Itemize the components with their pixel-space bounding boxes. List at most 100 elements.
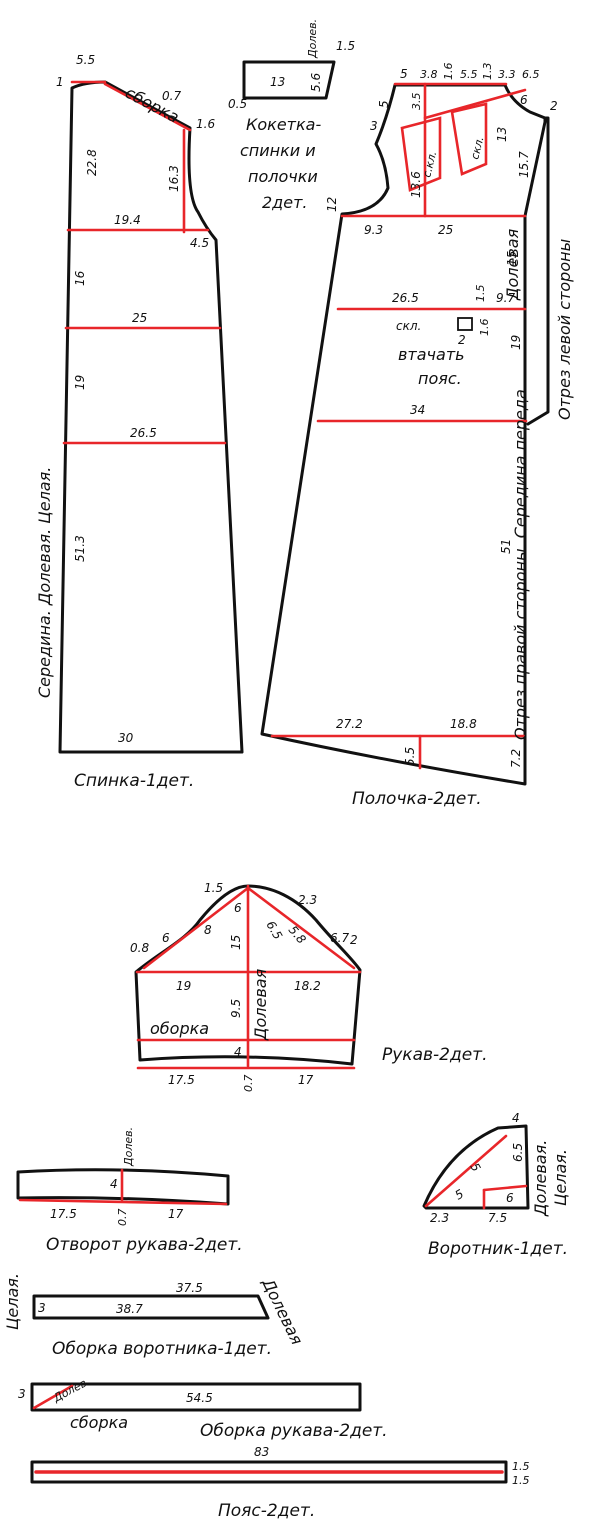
back-piece: 1 5.5 0.7 сборка 1.6 22.8 16.3 19.4 4.5 … [35, 53, 244, 754]
front-d-136: 13.6 [409, 171, 423, 198]
front-piece: 5 3.8 1.6 5.5 1.3 3.3 6.5 5 3 3.5 с.кл. … [260, 63, 574, 786]
front-pocket-note-2: пояс. [418, 369, 462, 388]
sleeve-hem-07: 0.7 [242, 1075, 255, 1093]
front-hem-72: 7.2 [509, 749, 523, 768]
cuff-outline [16, 1168, 230, 1206]
cuff-piece: Долев. 4 17.5 0.7 17 [16, 1127, 230, 1226]
cuff-bottom-red [18, 1198, 228, 1206]
sleeve-frill-length: 54.5 [186, 1391, 213, 1405]
sleeve-seg-95: 9.5 [229, 999, 243, 1018]
collar-diag [424, 1134, 508, 1208]
collar-frill-piece: Целая. 3 37.5 38.7 Долевая [3, 1273, 307, 1348]
front-seg-15: 15 [505, 251, 519, 266]
sleeve-top-15: 1.5 [204, 881, 223, 895]
front-d-6: 6 [520, 93, 528, 107]
front-shoulder-red [423, 88, 527, 120]
belt-outline [30, 1460, 508, 1484]
front-d-35: 3.5 [410, 93, 423, 111]
front-dart-2 [450, 102, 488, 176]
belt-piece: 83 1.5 1.5 [30, 1445, 530, 1487]
collar-caption: Воротник-1дет. [428, 1239, 568, 1259]
front-dart-2-label: скл. [468, 135, 486, 161]
front-pocket-16: 1.6 [478, 319, 491, 337]
front-shoulder-3: 3 [370, 119, 378, 133]
sleeve-right-diag [246, 886, 356, 970]
front-chest-93: 9.3 [364, 223, 383, 237]
back-waist: 25 [132, 311, 147, 325]
back-outline [58, 80, 244, 754]
front-chest-25: 25 [438, 223, 453, 237]
front-d-97: 9.7 [496, 291, 515, 305]
front-d-55: 5.5 [460, 68, 478, 81]
back-yoke-depth: 22.8 [85, 149, 99, 176]
front-right-cut: Отрез правой стороны. Середина переда [511, 389, 530, 740]
front-grain: Долевая [503, 228, 522, 301]
cuff-grain: Долев. [122, 1127, 135, 1167]
sleeve-seg-65: 6.5 [263, 919, 285, 943]
sleeve-seg-4: 4 [234, 1045, 242, 1059]
collar-frill-caption: Оборка воротника-1дет. [52, 1339, 272, 1359]
collar-frill-outline [32, 1294, 270, 1320]
front-hip-34: 34 [410, 403, 425, 417]
sleeve-seg-6a: 6 [234, 901, 242, 915]
front-d-157: 15.7 [517, 151, 531, 178]
collar-bottom-75: 7.5 [488, 1211, 507, 1225]
front-pocket-mark [457, 317, 473, 331]
front-hem-272: 27.2 [336, 717, 363, 731]
front-d-15: 1.5 [474, 285, 487, 303]
yoke-piece: Долев. 1.5 0.5 13 5.6 Кокетка- спинки и … [228, 19, 355, 212]
front-caption: Полочка-2дет. [352, 789, 482, 809]
back-hip: 26.5 [130, 426, 157, 440]
yoke-top: 1.5 [336, 39, 355, 53]
front-d-13b: 13 [495, 127, 509, 142]
sleeve-frill-gather: сборка [70, 1413, 128, 1432]
yoke-length: 13 [270, 75, 285, 89]
back-seg-19: 19 [73, 375, 87, 390]
collar-bottom-23: 2.3 [430, 1211, 449, 1225]
front-outline [260, 83, 547, 786]
collar-frill-left-label: Целая. [3, 1273, 22, 1330]
collar-side: 6.5 [511, 1143, 525, 1162]
sleeve-caption: Рукав-2дет. [382, 1045, 488, 1065]
yoke-title-line-4: 2дет. [262, 193, 308, 212]
sleeve-grain: Долевая [251, 968, 270, 1041]
front-shoulder-5: 5 [377, 100, 391, 108]
front-hem-188: 18.8 [450, 717, 477, 731]
front-dart-1-label: с.кл. [420, 150, 439, 179]
collar-grain-2: Целая. [551, 1149, 570, 1206]
front-d-16: 1.6 [442, 63, 455, 81]
yoke-title-line-2: спинки и [240, 141, 316, 160]
front-seg-19: 19 [509, 335, 523, 350]
collar-frill-length: 38.7 [116, 1302, 143, 1316]
belt-caption: Пояс-2дет. [218, 1501, 315, 1521]
front-left-cut-label: Отрез левой стороны [555, 239, 574, 420]
collar-piece: 4 6.5 5 5 6 2.3 7.5 Долевая. Целая. [422, 1111, 570, 1225]
back-chest: 19.4 [114, 213, 141, 227]
sleeve-frill-caption: Оборка рукава-2дет. [200, 1421, 388, 1441]
front-pocket-2: 2 [458, 333, 466, 347]
back-top-corner: 1 [56, 75, 64, 89]
sleeve-frill-diag [32, 1384, 74, 1410]
sleeve-seg-67: 6.7 [330, 931, 349, 945]
sleeve-frill-height: 3 [18, 1387, 26, 1401]
collar-inner-h [482, 1184, 528, 1192]
yoke-left: 0.5 [228, 97, 247, 111]
sleeve-seg-6b: 6 [162, 931, 170, 945]
back-neck: 5.5 [76, 53, 95, 67]
front-left-cut [526, 116, 550, 426]
collar-small-5: 5 [453, 1187, 467, 1203]
collar-diag-5: 5 [467, 1161, 483, 1175]
sleeve-gather: оборка [150, 1019, 209, 1038]
front-d-65: 6.5 [522, 68, 540, 81]
back-caption: Спинка-1дет. [74, 771, 194, 791]
belt-length: 83 [254, 1445, 269, 1459]
back-shoulder-line [103, 82, 192, 132]
sleeve-left-diag [142, 886, 250, 970]
sleeve-seg-23: 2.3 [298, 893, 317, 907]
front-neck-5: 5 [400, 67, 408, 81]
back-hem: 30 [118, 731, 134, 745]
yoke-outline [242, 60, 336, 100]
front-pocket-note-1: втачать [398, 345, 465, 364]
back-shoulder: 0.7 [162, 89, 181, 103]
cuff-left: 17.5 [50, 1207, 77, 1221]
